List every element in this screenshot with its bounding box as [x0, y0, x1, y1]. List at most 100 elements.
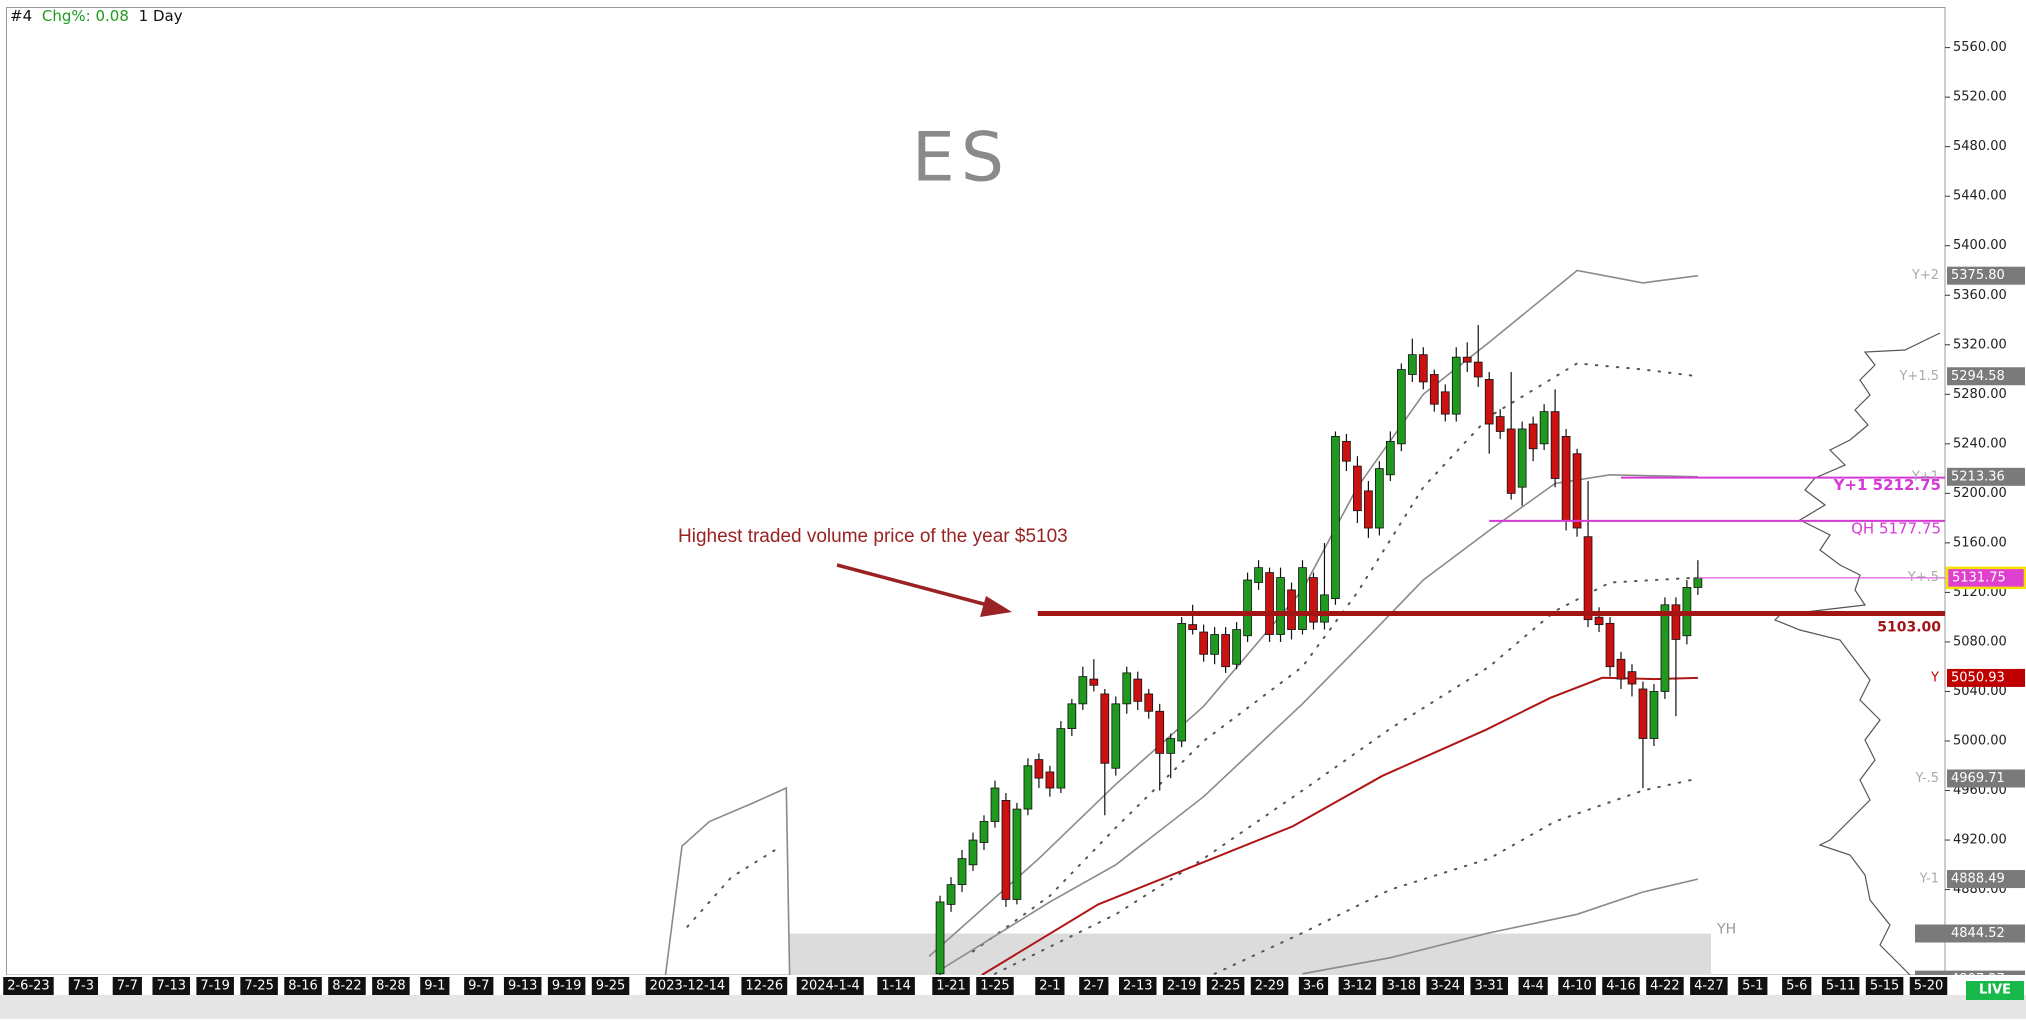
candle-body [979, 821, 989, 843]
y-tick-label: 5360.00 [1953, 288, 2007, 303]
y-tick-label: 5200.00 [1953, 486, 2007, 501]
x-tick-label: 4-16 [1606, 979, 1636, 994]
x-tick-label: 1-14 [881, 979, 911, 994]
y-tick-label: 5520.00 [1953, 90, 2007, 105]
x-tick-box [152, 977, 191, 995]
annotation-arrow [836, 563, 996, 609]
y-tick-label: 5440.00 [1953, 189, 2007, 204]
x-tick-box [1602, 977, 1640, 995]
x-tick-label: 8-16 [288, 979, 318, 994]
band-name: Y-1 [1919, 872, 1939, 887]
x-tick-box [796, 977, 864, 995]
candle-body [1254, 567, 1263, 583]
candle-body [1298, 567, 1307, 630]
header: #4 Chg%: 0.08 1 Day [10, 7, 183, 25]
candle-body [1210, 634, 1219, 655]
candle-body [1221, 634, 1230, 668]
x-tick-box [932, 977, 970, 995]
x-tick-box [1338, 977, 1377, 995]
x-tick-label: 7-3 [73, 979, 94, 994]
x-tick-box [976, 977, 1014, 995]
candle-body [1693, 577, 1703, 588]
yh-zone [789, 933, 1712, 975]
x-tick-label: 4-27 [1694, 979, 1724, 994]
y-tick-label: 5480.00 [1953, 139, 2007, 154]
candle-body [1100, 693, 1110, 764]
y-tick-label: 5160.00 [1953, 535, 2007, 550]
y-tick-label: 5000.00 [1953, 733, 2007, 748]
x-tick-label: 7-19 [200, 979, 230, 994]
zone-layer [789, 933, 1712, 975]
axis-layer: 4840.004880.004920.004960.005000.005040.… [0, 40, 2026, 1000]
band-name: Y+2 [1911, 268, 1939, 283]
x-tick-label: 2-25 [1211, 979, 1241, 994]
x-tick-label: 3-12 [1343, 979, 1373, 994]
band-value-label: 4888.49 [1951, 872, 2005, 887]
x-tick-label: 4-4 [1523, 979, 1544, 994]
header-change: Chg%: 0.08 [42, 7, 129, 25]
band-value-label: 4969.71 [1951, 771, 2005, 786]
candle-body [1243, 579, 1252, 637]
x-tick-box [1382, 977, 1421, 995]
band-line [686, 362, 1699, 953]
candle-body [1561, 436, 1571, 521]
band-line [994, 576, 1699, 975]
last-price-box [1945, 566, 2026, 590]
candle-body [1166, 738, 1176, 754]
x-tick-label: 9-13 [508, 979, 538, 994]
candle-body [1353, 465, 1362, 512]
header-interval: 1 Day [139, 7, 183, 25]
candle-body [1660, 604, 1670, 692]
plot-layer [664, 269, 1945, 975]
poc-label: 5103.00 [1877, 619, 1941, 635]
candle-body [1539, 411, 1549, 445]
x-tick-box [1035, 977, 1065, 995]
x-tick-label: 1-21 [936, 979, 966, 994]
candle-body [1287, 589, 1296, 630]
level-label: QH 5177.75 [1851, 519, 1941, 537]
candle-body [946, 884, 956, 905]
x-tick-label: 5-20 [1914, 979, 1944, 994]
band-value-label: 5050.93 [1951, 670, 2005, 685]
candle-body [1001, 800, 1011, 900]
x-tick-box [112, 977, 142, 995]
x-tick-box [1782, 977, 1812, 995]
candle-body [1067, 703, 1077, 730]
candle-body [1407, 354, 1417, 375]
y-tick-label: 5400.00 [1953, 238, 2007, 253]
candle-body [1155, 710, 1165, 754]
candle-body [990, 787, 1000, 822]
x-tick-label: 9-1 [424, 979, 445, 994]
candle-body [1111, 703, 1121, 769]
x-tick-label: 5-1 [1742, 979, 1763, 994]
y-tick-label: 5240.00 [1953, 436, 2007, 451]
annotation-arrowhead [980, 596, 1012, 617]
candle-body [957, 858, 967, 886]
candle-body [1572, 453, 1582, 529]
x-tick-label: 8-28 [376, 979, 406, 994]
x-tick-box [3, 977, 54, 995]
x-tick-box [1250, 977, 1289, 995]
annotation: Highest traded volume price of the year … [678, 526, 1068, 547]
band-value-box [1947, 668, 2025, 687]
x-tick-label: 4-22 [1650, 979, 1680, 994]
band-value-label: 5375.80 [1951, 268, 2005, 283]
y-tick-label: 5080.00 [1953, 634, 2007, 649]
y-tick-label: 4920.00 [1953, 833, 2007, 848]
level-value-box [1915, 924, 2025, 943]
x-tick-box [1821, 977, 1860, 995]
watermark-title: ES [912, 119, 1010, 198]
x-tick-label: 9-25 [596, 979, 626, 994]
y-tick-label: 5040.00 [1953, 684, 2007, 699]
x-tick-box [1079, 977, 1109, 995]
x-tick-label: 2023-12-14 [650, 979, 726, 994]
x-tick-label: 3-6 [1303, 979, 1324, 994]
level-label: Y+1 5212.75 [1833, 476, 1941, 494]
bottom-strip [0, 995, 2026, 1019]
x-tick-label: 3-24 [1431, 979, 1461, 994]
y-tick-label: 5320.00 [1953, 337, 2007, 352]
x-tick-label: 12-26 [745, 979, 783, 994]
x-tick-box [1646, 977, 1684, 995]
